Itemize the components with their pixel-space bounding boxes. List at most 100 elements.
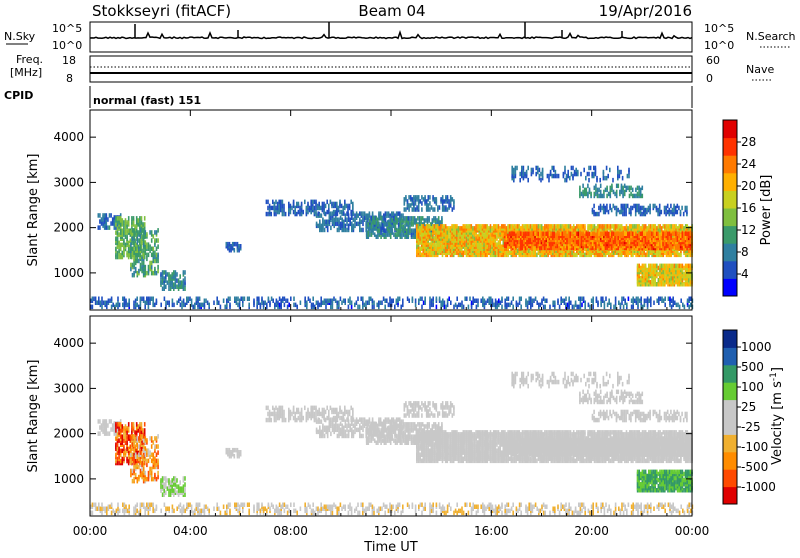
- range-time-cell: [464, 297, 466, 302]
- range-time-cell: [290, 204, 292, 209]
- range-time-cell: [280, 200, 282, 205]
- range-time-cell: [440, 224, 442, 229]
- range-time-cell: [512, 251, 514, 256]
- range-time-cell: [533, 232, 535, 237]
- range-time-cell: [480, 224, 482, 229]
- range-time-cell: [229, 297, 231, 302]
- range-time-cell: [184, 303, 186, 308]
- range-time-cell: [180, 303, 182, 308]
- range-time-cell: [322, 301, 324, 306]
- range-time-cell: [487, 253, 489, 258]
- range-time-cell: [346, 228, 348, 233]
- range-time-cell: [522, 232, 524, 237]
- range-time-cell: [405, 207, 407, 212]
- range-time-cell: [96, 301, 98, 306]
- range-time-cell: [485, 230, 487, 235]
- range-time-cell: [325, 305, 327, 310]
- range-time-cell: [647, 297, 649, 302]
- range-time-cell: [141, 261, 143, 266]
- range-time-cell: [671, 299, 673, 304]
- range-time-cell: [342, 206, 344, 211]
- range-time-cell: [432, 218, 434, 223]
- range-time-cell: [348, 224, 350, 229]
- range-time-cell: [128, 299, 130, 304]
- range-time-cell: [140, 228, 142, 233]
- range-time-cell: [336, 301, 338, 306]
- range-time-cell: [439, 251, 441, 256]
- range-time-cell: [506, 303, 508, 308]
- range-time-cell: [598, 240, 600, 245]
- range-time-cell: [399, 297, 401, 302]
- range-time-cell: [560, 297, 562, 302]
- range-time-cell: [495, 238, 497, 243]
- range-time-cell: [412, 201, 414, 206]
- range-time-cell: [589, 305, 591, 310]
- range-time-cell: [541, 224, 543, 229]
- range-time-cell: [338, 218, 340, 223]
- range-time-cell: [406, 222, 408, 227]
- range-time-cell: [315, 200, 317, 205]
- range-time-cell: [648, 299, 650, 304]
- range-time-cell: [575, 301, 577, 306]
- range-time-cell: [421, 195, 423, 200]
- range-time-cell: [372, 230, 374, 235]
- range-time-cell: [688, 226, 690, 231]
- range-time-cell: [635, 253, 637, 258]
- range-time-cell: [282, 212, 284, 217]
- range-time-cell: [168, 272, 170, 277]
- range-time-cell: [474, 226, 476, 231]
- range-time-cell: [299, 210, 301, 215]
- range-time-cell: [351, 305, 353, 310]
- noise-right-label: N.Search: [746, 30, 796, 43]
- range-time-cell: [130, 242, 132, 247]
- range-time-cell: [133, 305, 135, 310]
- range-time-cell: [298, 210, 300, 215]
- range-time-cell: [538, 224, 540, 229]
- range-time-cell: [591, 224, 593, 229]
- range-time-cell: [153, 251, 155, 256]
- range-time-cell: [615, 305, 617, 310]
- range-time-cell: [632, 305, 634, 310]
- range-time-cell: [664, 224, 666, 229]
- range-time-cell: [543, 305, 545, 310]
- range-time-cell: [608, 240, 610, 245]
- range-time-cell: [512, 240, 514, 245]
- range-time-cell: [429, 242, 431, 247]
- range-time-cell: [277, 301, 279, 306]
- range-time-cell: [663, 224, 665, 229]
- freq-label-2: [MHz]: [10, 66, 42, 79]
- range-time-cell: [256, 297, 258, 302]
- range-time-cell: [674, 301, 676, 306]
- range-time-cell: [135, 299, 137, 304]
- range-time-cell: [581, 303, 583, 308]
- range-time-cell: [132, 247, 134, 252]
- range-time-cell: [300, 301, 302, 306]
- range-time-cell: [327, 299, 329, 304]
- range-time-cell: [122, 251, 124, 256]
- range-time-cell: [138, 230, 140, 235]
- range-time-cell: [137, 236, 139, 241]
- range-time-cell: [466, 242, 468, 247]
- range-time-cell: [671, 253, 673, 258]
- range-time-cell: [411, 232, 413, 237]
- range-time-cell: [572, 305, 574, 310]
- range-time-cell: [380, 230, 382, 235]
- range-time-cell: [165, 301, 167, 306]
- range-time-cell: [237, 297, 239, 302]
- range-time-cell: [123, 220, 125, 225]
- range-time-cell: [388, 303, 390, 308]
- range-time-cell: [416, 230, 418, 235]
- range-time-cell: [448, 203, 450, 208]
- range-time-cell: [267, 200, 269, 205]
- range-time-cell: [451, 253, 453, 258]
- range-time-cell: [490, 232, 492, 237]
- range-time-cell: [200, 303, 202, 308]
- range-time-cell: [415, 303, 417, 308]
- range-time-cell: [127, 303, 129, 308]
- range-time-cell: [385, 211, 387, 216]
- range-time-cell: [362, 301, 364, 306]
- range-time-cell: [448, 244, 450, 249]
- range-time-cell: [149, 249, 151, 254]
- range-time-cell: [650, 297, 652, 302]
- range-time-cell: [418, 195, 420, 200]
